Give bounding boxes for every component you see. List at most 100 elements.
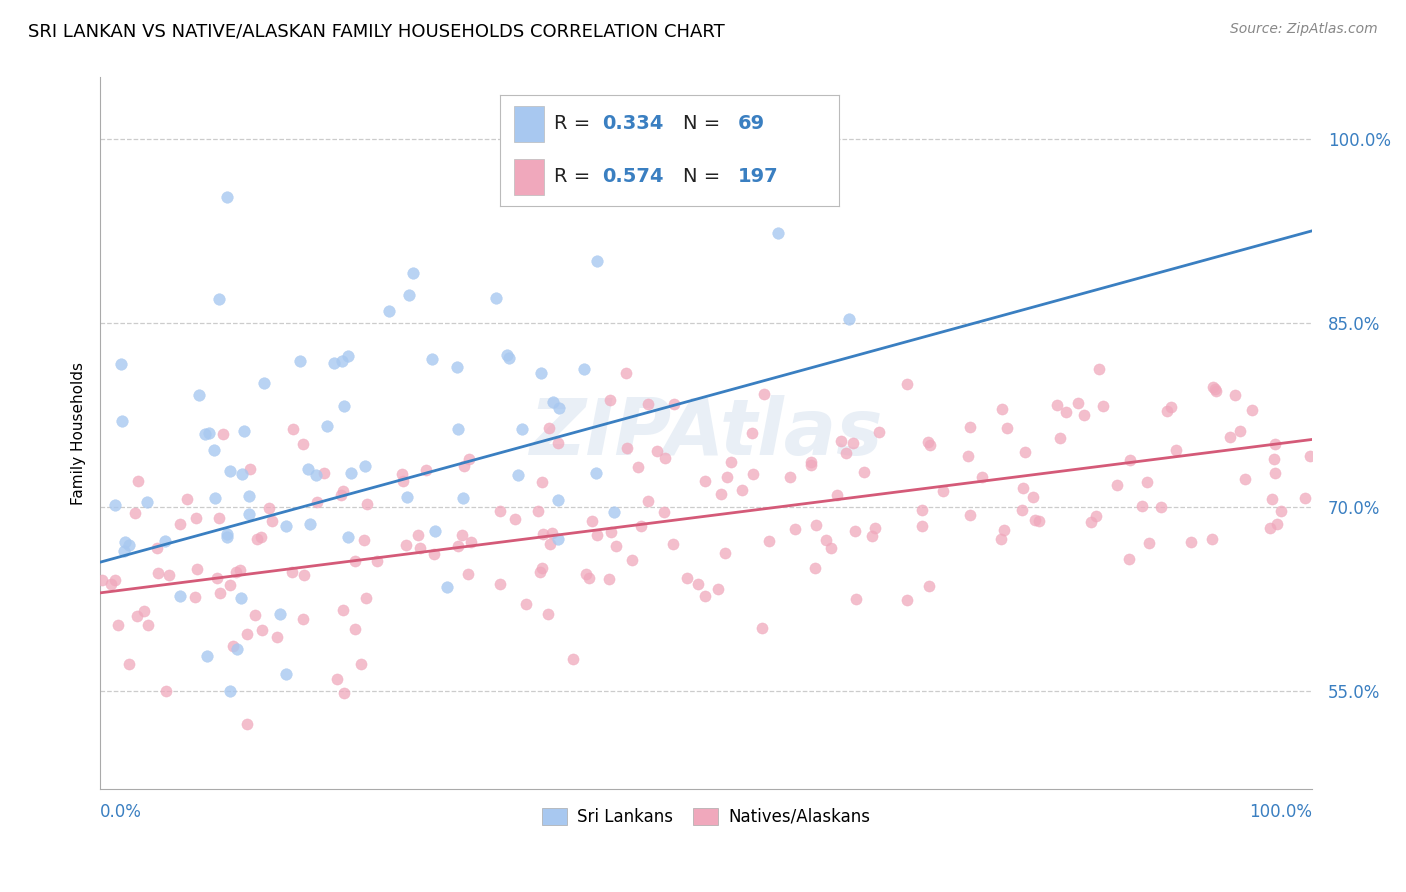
Point bbox=[208, 292, 231, 306]
Point bbox=[1205, 384, 1227, 399]
Point bbox=[645, 444, 668, 458]
Point bbox=[366, 554, 388, 568]
Point bbox=[332, 603, 354, 617]
Point bbox=[250, 623, 273, 637]
Point bbox=[252, 376, 274, 390]
Point bbox=[127, 608, 149, 623]
Point bbox=[741, 467, 763, 482]
Point bbox=[838, 311, 860, 326]
Point bbox=[990, 532, 1012, 546]
Point bbox=[1264, 437, 1286, 451]
Point bbox=[527, 504, 550, 518]
Point bbox=[299, 517, 322, 532]
Point bbox=[707, 582, 730, 597]
Point bbox=[844, 524, 866, 539]
Text: SRI LANKAN VS NATIVE/ALASKAN FAMILY HOUSEHOLDS CORRELATION CHART: SRI LANKAN VS NATIVE/ALASKAN FAMILY HOUS… bbox=[28, 22, 725, 40]
Point bbox=[598, 573, 620, 587]
Point bbox=[752, 386, 775, 401]
Point bbox=[686, 577, 709, 591]
Point bbox=[993, 523, 1015, 537]
Point bbox=[395, 538, 418, 552]
Point bbox=[195, 649, 218, 664]
Point bbox=[1201, 380, 1223, 394]
Point bbox=[800, 455, 823, 469]
Point bbox=[107, 618, 129, 632]
Point bbox=[186, 562, 208, 576]
Point bbox=[498, 351, 520, 365]
Point bbox=[586, 254, 609, 268]
Point bbox=[176, 491, 198, 506]
Point bbox=[572, 361, 595, 376]
Point bbox=[420, 351, 443, 366]
Point bbox=[145, 541, 167, 556]
Point bbox=[169, 517, 191, 532]
Point bbox=[562, 652, 585, 666]
Point bbox=[215, 189, 238, 203]
Point bbox=[219, 684, 242, 698]
Point bbox=[1080, 515, 1102, 529]
Point bbox=[1180, 534, 1202, 549]
Point bbox=[236, 627, 259, 641]
Point bbox=[547, 493, 569, 508]
Point bbox=[820, 541, 842, 555]
Point bbox=[169, 590, 191, 604]
Point bbox=[1201, 533, 1223, 547]
Point bbox=[184, 591, 207, 605]
Point bbox=[100, 577, 122, 591]
Point bbox=[917, 435, 939, 450]
Text: ZIPAtlas: ZIPAtlas bbox=[529, 395, 883, 471]
Point bbox=[548, 401, 571, 416]
Point bbox=[305, 494, 328, 508]
Point bbox=[356, 498, 378, 512]
Point bbox=[457, 566, 479, 581]
Point bbox=[720, 455, 742, 469]
Point bbox=[581, 514, 603, 528]
Point bbox=[274, 667, 297, 681]
Point bbox=[350, 657, 373, 672]
Point bbox=[246, 532, 269, 546]
Point bbox=[485, 291, 508, 305]
Point bbox=[198, 425, 221, 440]
Point bbox=[852, 465, 875, 479]
Point bbox=[547, 532, 569, 546]
Point bbox=[1270, 504, 1292, 518]
Point bbox=[239, 462, 262, 476]
Point bbox=[157, 568, 180, 582]
Point bbox=[959, 420, 981, 434]
Text: Source: ZipAtlas.com: Source: ZipAtlas.com bbox=[1230, 22, 1378, 37]
Point bbox=[1223, 388, 1246, 402]
Point bbox=[333, 400, 356, 414]
Point bbox=[110, 413, 132, 427]
Point bbox=[825, 488, 848, 502]
Point bbox=[1150, 500, 1173, 514]
Point bbox=[1028, 514, 1050, 528]
Point bbox=[209, 585, 232, 599]
Point bbox=[354, 459, 377, 474]
Point bbox=[332, 484, 354, 499]
Point bbox=[322, 356, 344, 370]
Point bbox=[204, 491, 226, 505]
Point bbox=[184, 511, 207, 525]
Point bbox=[229, 563, 252, 577]
Point bbox=[276, 518, 298, 533]
Point bbox=[630, 519, 652, 533]
Point bbox=[714, 546, 737, 560]
Point bbox=[1264, 466, 1286, 480]
Point bbox=[1260, 491, 1282, 506]
Point bbox=[676, 571, 699, 585]
Point bbox=[1265, 516, 1288, 531]
Point bbox=[447, 539, 470, 553]
Point bbox=[340, 466, 363, 480]
Point bbox=[378, 303, 401, 318]
Point bbox=[202, 443, 225, 458]
Point bbox=[1067, 396, 1090, 410]
Text: 0.0%: 0.0% bbox=[100, 804, 142, 822]
Point bbox=[1118, 552, 1140, 566]
Point bbox=[766, 227, 789, 241]
Point bbox=[291, 612, 314, 626]
Point bbox=[316, 418, 339, 433]
Point bbox=[918, 579, 941, 593]
Point bbox=[537, 421, 560, 435]
Point bbox=[1092, 399, 1115, 413]
Point bbox=[344, 554, 367, 568]
